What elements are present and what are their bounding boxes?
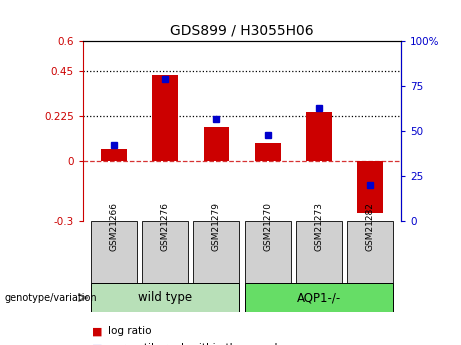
Text: AQP1-/-: AQP1-/-	[297, 291, 341, 304]
Bar	[255, 143, 280, 161]
Text: GSM21273: GSM21273	[314, 201, 324, 250]
Text: ■: ■	[92, 326, 103, 336]
Bar	[245, 221, 291, 283]
Bar	[101, 149, 127, 161]
Bar	[296, 221, 342, 283]
Text: GSM21282: GSM21282	[366, 202, 375, 250]
Text: GSM21279: GSM21279	[212, 201, 221, 250]
Bar	[142, 221, 188, 283]
Bar	[357, 161, 383, 213]
Text: percentile rank within the sample: percentile rank within the sample	[108, 344, 284, 345]
Text: genotype/variation: genotype/variation	[5, 293, 97, 303]
Text: GSM21266: GSM21266	[109, 201, 118, 250]
Bar	[204, 127, 229, 161]
Bar	[306, 112, 332, 161]
Title: GDS899 / H3055H06: GDS899 / H3055H06	[170, 23, 314, 38]
Bar	[91, 283, 239, 312]
Bar	[193, 221, 239, 283]
Bar	[245, 283, 393, 312]
Text: ■: ■	[92, 344, 103, 345]
Bar	[152, 75, 178, 161]
Bar	[91, 221, 137, 283]
Bar	[347, 221, 393, 283]
Text: log ratio: log ratio	[108, 326, 152, 336]
Text: GSM21276: GSM21276	[160, 201, 170, 250]
Text: wild type: wild type	[138, 291, 192, 304]
Text: GSM21270: GSM21270	[263, 201, 272, 250]
